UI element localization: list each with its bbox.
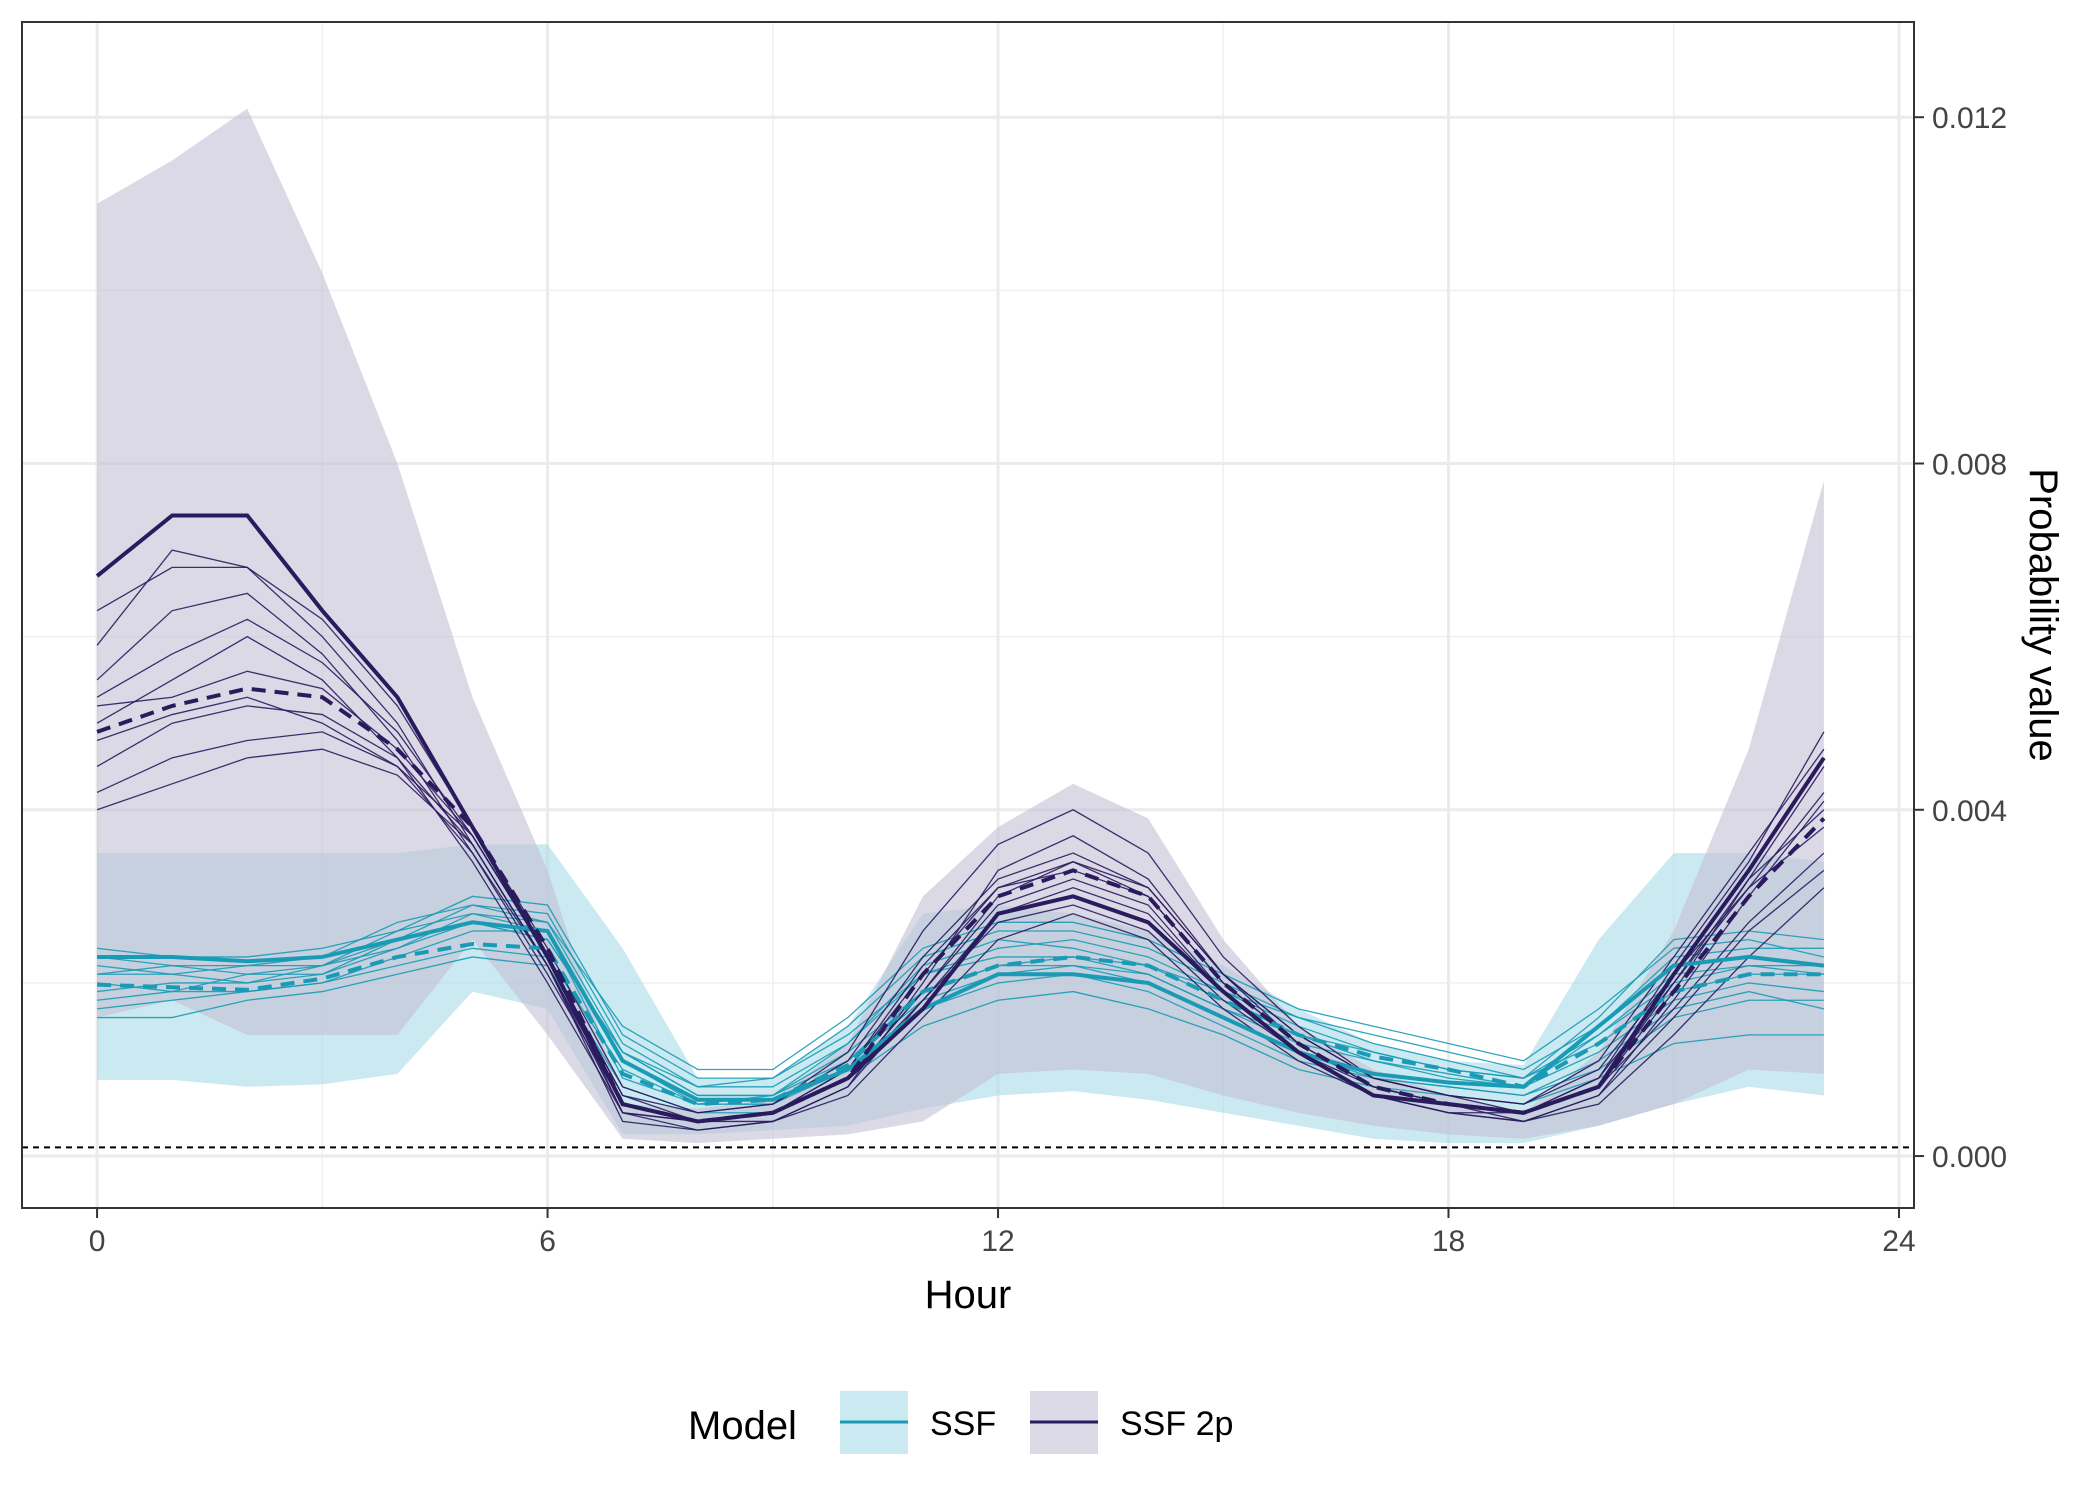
x-tick-label: 6: [539, 1225, 556, 1258]
plot-panel-border: [21, 21, 1915, 1209]
legend-label-ssf: SSF: [930, 1405, 996, 1443]
legend: Model SSF SSF 2p: [688, 1391, 1233, 1454]
y-tick-label: 0.008: [1932, 449, 2007, 482]
x-tick-label: 12: [981, 1225, 1014, 1258]
legend-title: Model: [688, 1404, 797, 1448]
individual-line-1-6: [96, 549, 1825, 1114]
median-line-series-0: [97, 941, 1824, 1107]
individual-line-0-7: [97, 913, 1825, 1071]
mean-line-series-1: [95, 513, 1826, 1124]
individual-line-0-4: [97, 956, 1824, 1114]
individual-line-0-1: [97, 930, 1825, 1105]
individual-line-0-5: [97, 904, 1824, 1097]
y-tick-label: 0.012: [1932, 102, 2007, 135]
y-axis-title: Probability value: [2021, 468, 2065, 762]
mean-line-series-0: [97, 920, 1825, 1102]
lines-layer: [95, 513, 1826, 1131]
band-series-1: [97, 108, 1824, 1144]
individual-line-1-7: [96, 748, 1825, 1131]
legend-label-ssf-2p: SSF 2p: [1120, 1405, 1233, 1443]
x-tick-label: 0: [89, 1225, 106, 1258]
axis-layer: 0 6 12 18 24 0.000 0.004 0.008 0.012: [89, 102, 2007, 1258]
x-tick-label: 24: [1882, 1225, 1915, 1258]
individual-line-0-8: [97, 947, 1824, 1105]
y-tick-label: 0.004: [1932, 795, 2007, 828]
y-tick-label: 0.000: [1932, 1141, 2007, 1174]
x-tick-label: 18: [1432, 1225, 1465, 1258]
individual-line-1-5: [96, 731, 1825, 1123]
x-axis-title: Hour: [925, 1273, 1012, 1317]
